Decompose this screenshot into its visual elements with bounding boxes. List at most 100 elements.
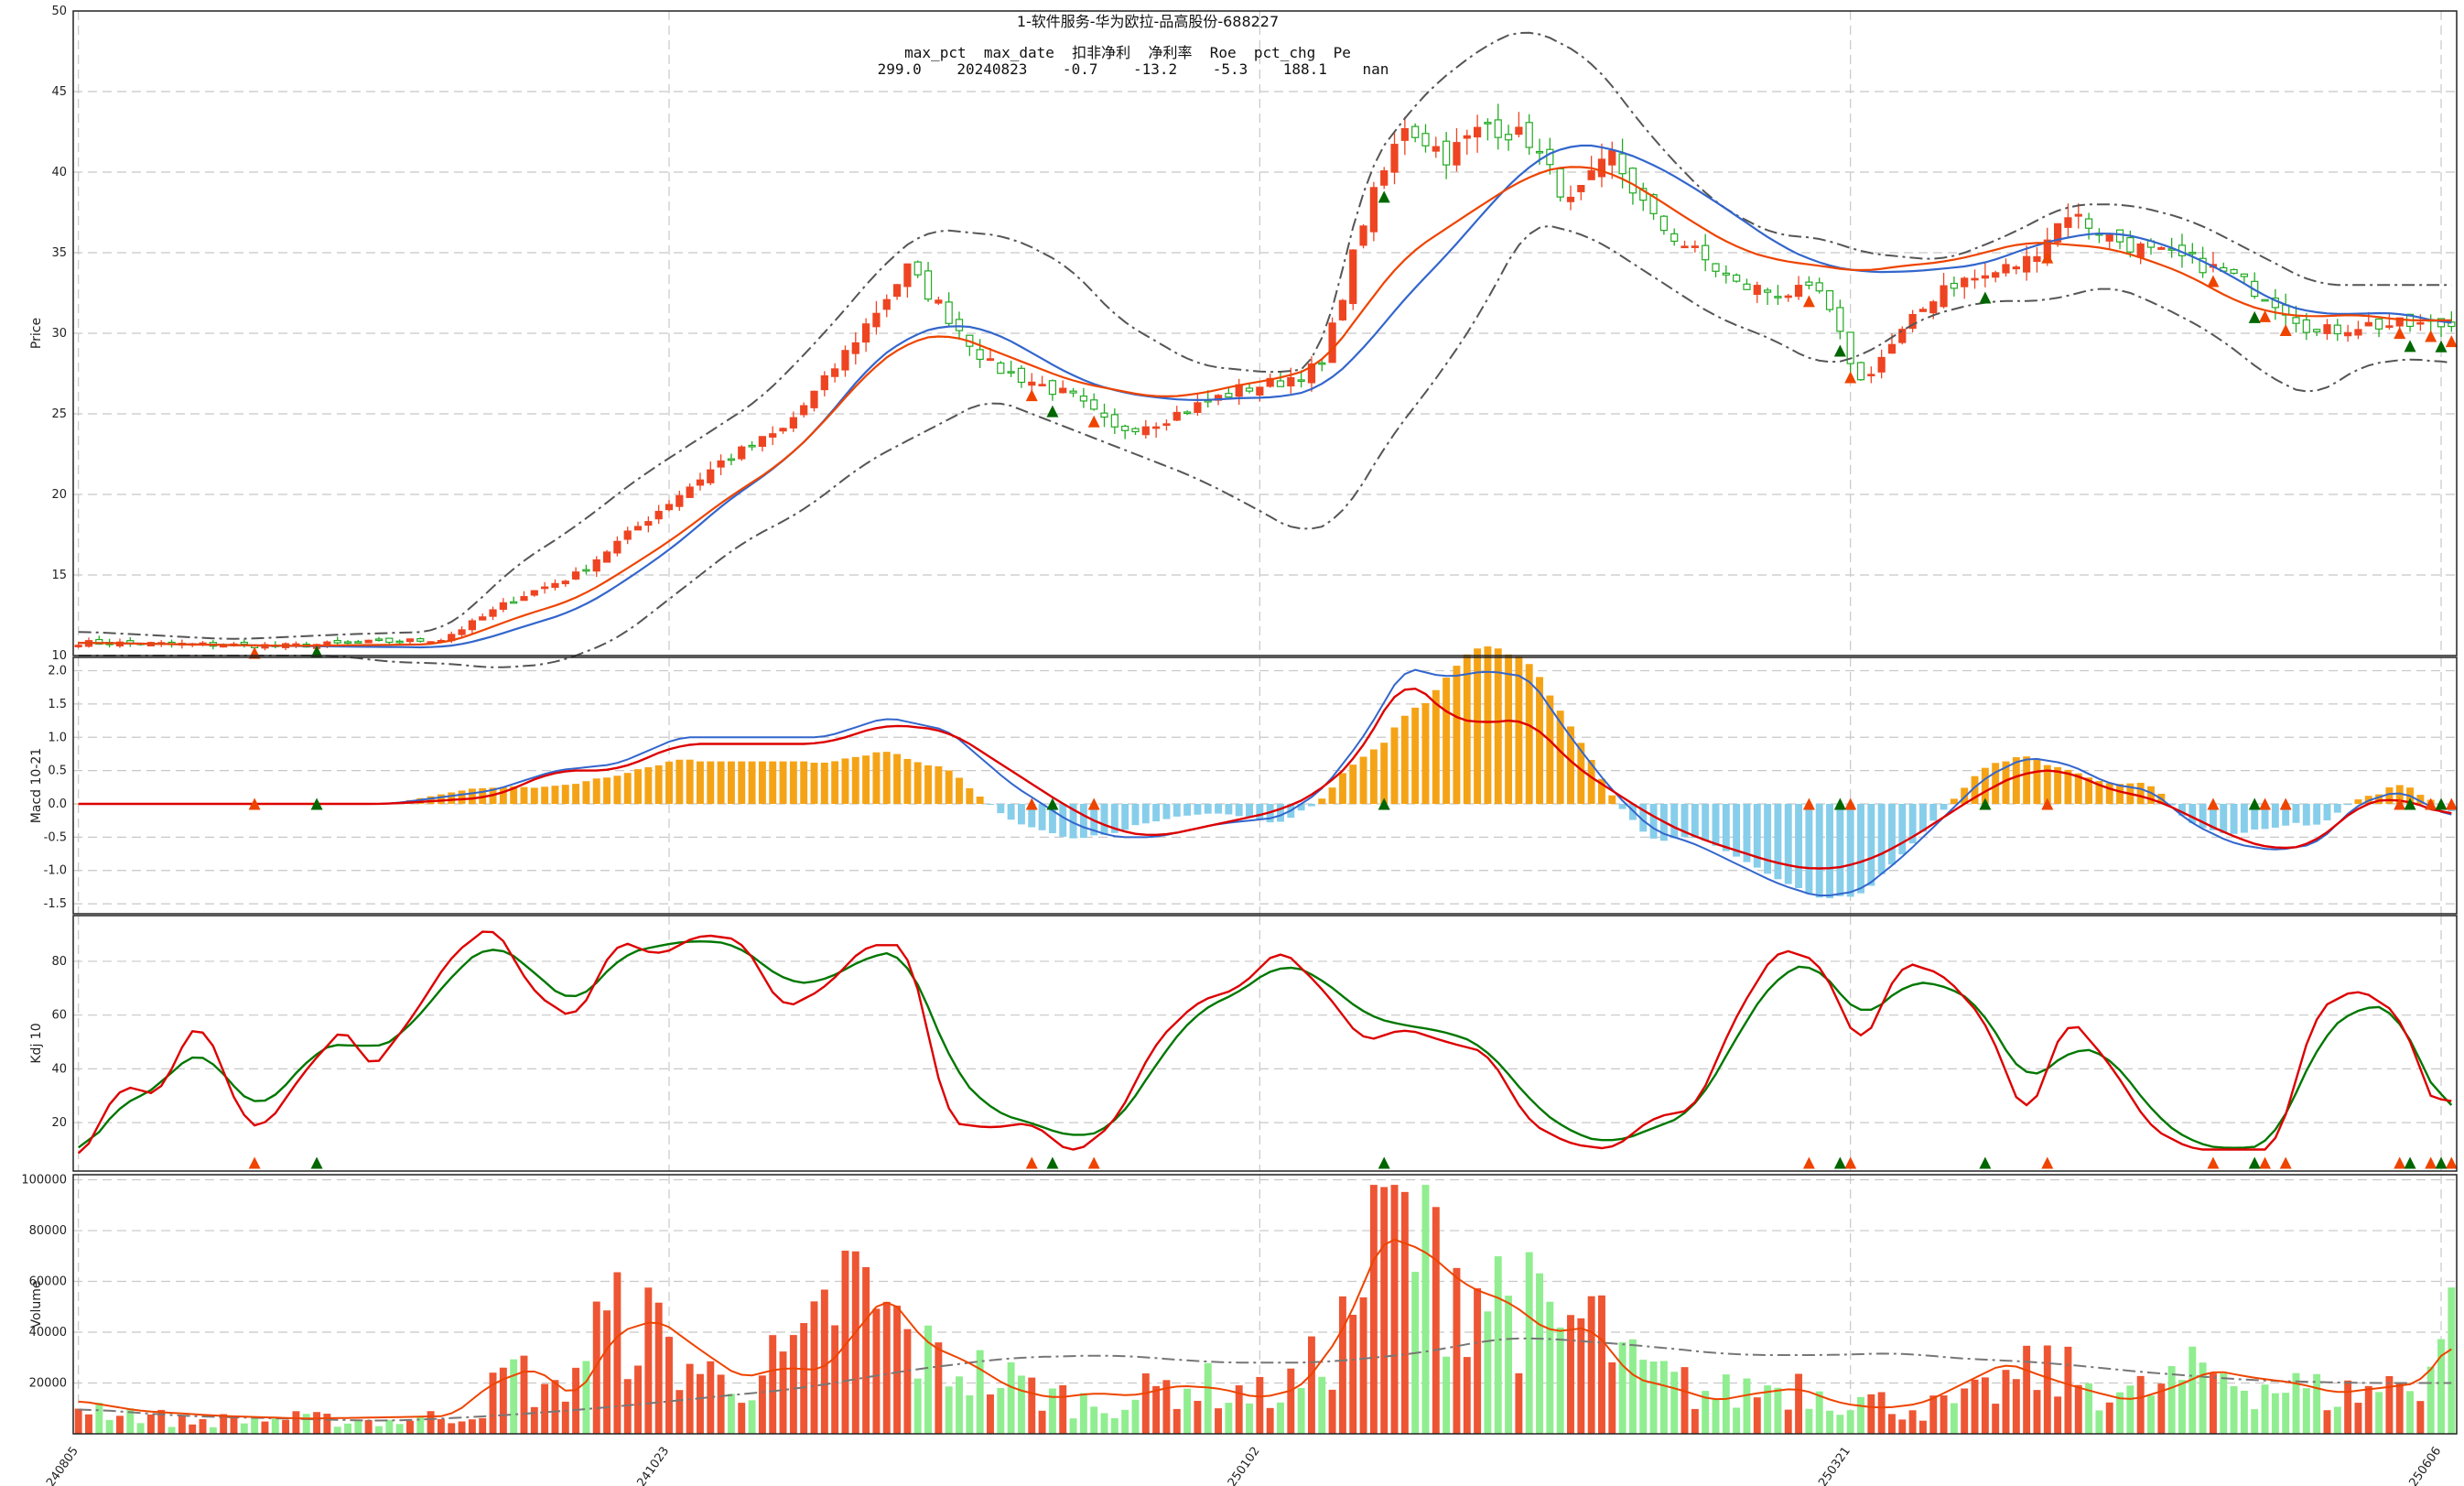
macd-signal-down xyxy=(2435,797,2448,810)
macd-hist-bar xyxy=(1079,804,1087,839)
macd-hist-bar xyxy=(862,755,870,804)
volume-bar xyxy=(2354,1403,2362,1434)
candle-body xyxy=(2136,243,2145,258)
candle-body xyxy=(810,390,818,408)
macd-hist-bar xyxy=(1981,767,1989,804)
macd-hist-bar xyxy=(1038,804,1046,830)
volume-ma-fast-line xyxy=(78,1238,2452,1420)
macd-hist-bar xyxy=(2054,766,2062,804)
volume-bar xyxy=(603,1310,611,1434)
candle-body xyxy=(1992,272,2000,278)
volume-bar xyxy=(2333,1406,2341,1434)
candle-body xyxy=(1774,296,1782,298)
macd-dif-line xyxy=(78,668,2452,896)
candle-body xyxy=(955,319,964,331)
volume-bar xyxy=(1846,1410,1854,1434)
macd-hist-bar xyxy=(997,804,1005,814)
macd-hist-bar xyxy=(966,787,974,804)
volume-bar xyxy=(727,1394,735,1434)
candle-body xyxy=(499,602,507,611)
macd-hist-bar xyxy=(2136,782,2145,804)
kdj-signal-down xyxy=(1833,1156,1846,1169)
price-tick-label: 45 xyxy=(51,85,67,99)
kdj-signal-up xyxy=(1802,1156,1815,1169)
macd-hist-bar xyxy=(1443,678,1451,804)
volume-bar xyxy=(2302,1388,2310,1434)
candle-body xyxy=(395,640,404,644)
macd-hist-bar xyxy=(2199,804,2207,829)
candle-body xyxy=(1525,122,1533,148)
candle-body xyxy=(1836,307,1844,332)
macd-hist-bar xyxy=(1918,804,1927,832)
volume-bar xyxy=(2406,1391,2415,1434)
candle-body xyxy=(654,510,663,520)
candle-body xyxy=(1131,428,1140,433)
macd-hist-bar xyxy=(1173,804,1181,817)
macd-hist-bar xyxy=(1940,804,1948,810)
volume-bar xyxy=(105,1419,113,1434)
volume-bar xyxy=(375,1426,383,1434)
macd-hist-bar xyxy=(2323,804,2331,820)
candle-body xyxy=(1484,122,1492,125)
macd-tick-label: -1.0 xyxy=(44,864,67,878)
volume-bar xyxy=(2178,1380,2186,1434)
macd-hist-bar xyxy=(1017,804,1025,825)
volume-bar xyxy=(707,1361,715,1434)
volume-bar xyxy=(1215,1408,1223,1434)
macd-hist-bar xyxy=(654,765,663,804)
macd-hist-bar xyxy=(1649,804,1658,839)
volume-bar xyxy=(1784,1409,1792,1434)
macd-frame xyxy=(72,656,2458,915)
candle-body xyxy=(1297,379,1305,383)
macd-hist-bar xyxy=(1525,664,1533,804)
candle-body xyxy=(1256,386,1264,396)
candle-body xyxy=(748,444,756,448)
candle-body xyxy=(2302,319,2310,333)
volume-bar xyxy=(85,1414,92,1434)
macd-hist-bar xyxy=(2002,761,2010,804)
volume-bar xyxy=(2095,1410,2103,1434)
macd-hist-bar xyxy=(2302,804,2310,826)
macd-hist-bar xyxy=(2292,804,2300,823)
candle-body xyxy=(1245,387,1254,392)
volume-bar xyxy=(1038,1410,1046,1434)
candle-body xyxy=(2199,257,2207,274)
macd-hist-bar xyxy=(1857,804,1864,894)
volume-bar xyxy=(1390,1185,1399,1434)
candle-body xyxy=(1100,412,1108,418)
macd-hist-bar xyxy=(1256,804,1264,820)
volume-bar xyxy=(520,1355,528,1434)
macd-hist-bar xyxy=(1494,648,1502,804)
candle-body xyxy=(1411,125,1420,138)
x-tick-label: 240805 xyxy=(44,1445,81,1486)
macd-hist-bar xyxy=(2282,804,2290,826)
macd-hist-bar xyxy=(1691,804,1699,839)
volume-bar xyxy=(893,1306,902,1434)
candle-body xyxy=(1618,153,1626,175)
volume-bar xyxy=(1597,1295,1605,1434)
price-signal-down xyxy=(310,645,323,657)
volume-bar xyxy=(654,1302,663,1434)
volume-bar xyxy=(2064,1346,2072,1434)
macd-signal-down xyxy=(2248,797,2261,810)
macd-hist-bar xyxy=(1680,804,1689,838)
volume-bar xyxy=(1131,1399,1140,1434)
volume-bar xyxy=(1421,1185,1430,1434)
macd-hist-bar xyxy=(2240,804,2248,833)
volume-bar xyxy=(1764,1385,1772,1434)
volume-bar xyxy=(1888,1414,1896,1434)
volume-bar xyxy=(1432,1207,1440,1434)
candle-body xyxy=(1390,144,1399,173)
volume-bar xyxy=(2313,1373,2321,1434)
candle-body xyxy=(1421,133,1430,146)
x-tick-label: 250102 xyxy=(1226,1445,1263,1486)
macd-hist-bar xyxy=(738,761,746,804)
volume-tick-label: 100000 xyxy=(21,1174,67,1188)
volume-bar xyxy=(851,1251,859,1434)
volume-bar xyxy=(2426,1366,2435,1434)
candle-body xyxy=(1981,275,1989,279)
macd-signal-down xyxy=(310,797,323,810)
candle-body xyxy=(1007,371,1015,374)
candle-body xyxy=(2313,329,2321,332)
